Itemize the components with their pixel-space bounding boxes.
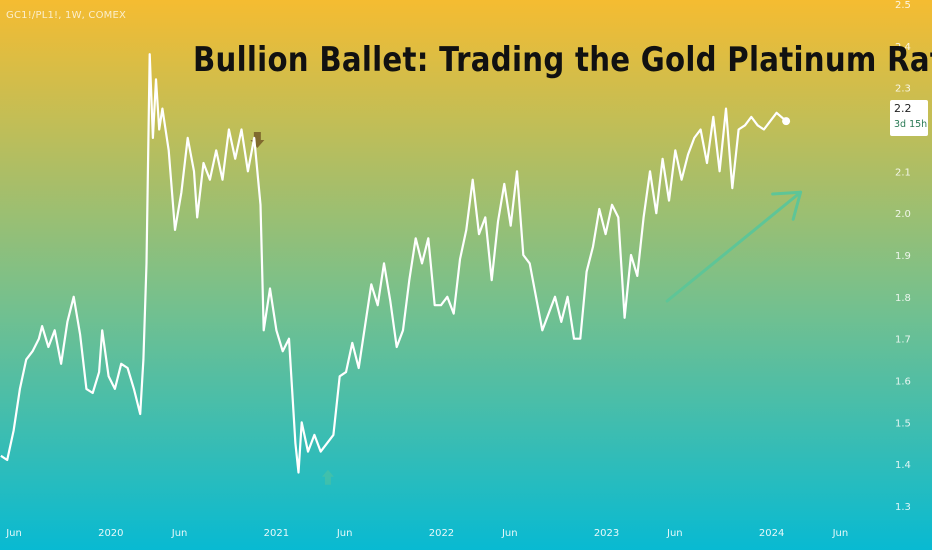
- x-tick-label: 2023: [594, 528, 619, 539]
- trend-arrow-head: [771, 190, 803, 221]
- x-axis: Jun 2020 Jun 2021 Jun 2022 Jun 2023 Jun 2024 Jun: [5, 528, 848, 539]
- x-tick-label: Jun: [501, 528, 518, 539]
- x-tick-label: 2022: [429, 528, 454, 539]
- trend-arrow-shaft: [665, 190, 803, 303]
- last-price-badge: 2.2 3d 15h: [890, 100, 928, 136]
- last-point-dot: [782, 117, 791, 126]
- x-tick-label: Jun: [832, 528, 849, 539]
- y-tick-label: 1.8: [895, 293, 911, 304]
- x-tick-label: Jun: [171, 528, 188, 539]
- y-tick-label: 1.4: [895, 460, 911, 471]
- annotations: [250, 132, 803, 485]
- y-tick-label: 2.3: [895, 84, 911, 95]
- arrow-up-marker: [321, 469, 334, 485]
- y-tick-label: 2.1: [895, 167, 911, 178]
- y-tick-label: 1.6: [895, 377, 911, 388]
- y-tick-label: 2.5: [895, 0, 911, 11]
- series-line: [0, 53, 787, 474]
- x-tick-label: Jun: [336, 528, 353, 539]
- last-price-value: 2.2: [894, 102, 912, 115]
- y-tick-label: 2.4: [895, 42, 911, 53]
- symbol-label: GC1!/PL1!, 1W, COMEX: [6, 10, 127, 21]
- x-tick-label: Jun: [666, 528, 683, 539]
- x-tick-label: Jun: [5, 528, 22, 539]
- y-tick-label: 1.5: [895, 418, 911, 429]
- y-tick-label: 1.7: [895, 335, 911, 346]
- bar-countdown: 3d 15h: [894, 119, 928, 130]
- y-tick-label: 2.0: [895, 209, 911, 220]
- x-tick-label: 2021: [264, 528, 289, 539]
- x-tick-label: 2020: [98, 528, 123, 539]
- y-tick-label: 1.3: [895, 502, 911, 513]
- x-tick-label: 2024: [759, 528, 784, 539]
- chart-title: Bullion Ballet: Trading the Gold Platinu…: [193, 40, 932, 80]
- y-tick-label: 1.9: [895, 251, 911, 262]
